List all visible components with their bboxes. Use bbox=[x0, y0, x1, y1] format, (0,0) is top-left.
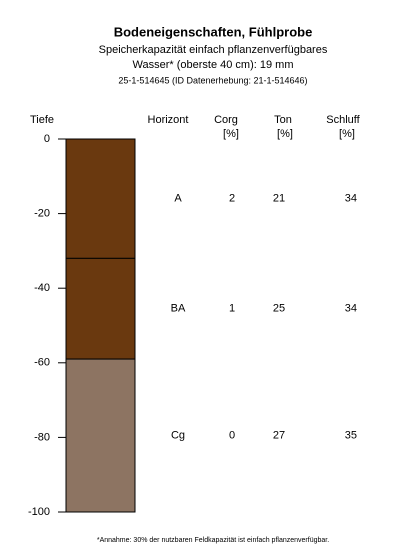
y-tick-label: -80 bbox=[34, 431, 50, 443]
cell-value: 27 bbox=[273, 429, 285, 441]
horizon-name: Cg bbox=[171, 429, 185, 441]
column-unit: [%] bbox=[223, 128, 239, 140]
column-header: Schluff bbox=[326, 114, 360, 126]
subtitle: Wasser* (oberste 40 cm): 19 mm bbox=[133, 59, 294, 71]
horizon-name: A bbox=[174, 193, 182, 205]
column-unit: [%] bbox=[339, 128, 355, 140]
chart-title: Bodeneigenschaften, Fühlprobe bbox=[114, 24, 313, 39]
horizon-name: BA bbox=[171, 303, 186, 315]
y-tick-label: -100 bbox=[28, 506, 50, 518]
cell-value: 0 bbox=[229, 429, 235, 441]
y-tick-label: -20 bbox=[34, 208, 50, 220]
horizon-layer bbox=[65, 138, 136, 259]
footnote: *Annahme: 30% der nutzbaren Feldkapazitä… bbox=[97, 537, 329, 544]
y-tick-label: -40 bbox=[34, 282, 50, 294]
y-tick-label: 0 bbox=[44, 133, 50, 145]
subtitle: Speicherkapazität einfach pflanzenverfüg… bbox=[99, 44, 328, 56]
cell-value: 2 bbox=[229, 193, 235, 205]
column-header: Corg bbox=[214, 114, 238, 126]
y-tick-label: -60 bbox=[34, 357, 50, 369]
cell-value: 34 bbox=[345, 193, 357, 205]
y-axis-label: Tiefe bbox=[30, 114, 54, 126]
cell-value: 21 bbox=[273, 193, 285, 205]
subtitle: 25-1-514645 (ID Datenerhebung: 21-1-5146… bbox=[118, 75, 307, 85]
horizon-layer bbox=[65, 358, 136, 513]
column-unit: [%] bbox=[277, 128, 293, 140]
cell-value: 25 bbox=[273, 303, 285, 315]
horizon-layer bbox=[65, 257, 136, 360]
cell-value: 1 bbox=[229, 303, 235, 315]
cell-value: 35 bbox=[345, 429, 357, 441]
column-header: Horizont bbox=[148, 114, 189, 126]
column-header: Ton bbox=[274, 114, 292, 126]
cell-value: 34 bbox=[345, 303, 357, 315]
